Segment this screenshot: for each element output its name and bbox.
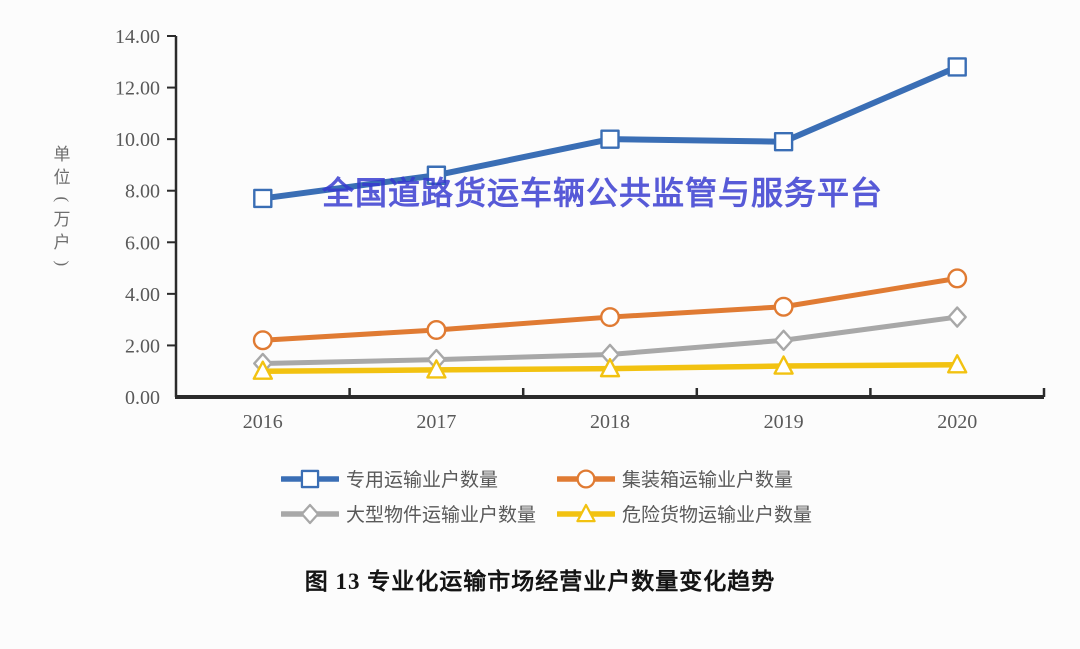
series-marker-0-2016	[253, 188, 273, 209]
series-marker-3-2020	[947, 354, 968, 374]
y-tick-label: 6.00	[125, 232, 160, 254]
series-marker-3-2016	[252, 360, 273, 380]
y-tick-label: 12.00	[115, 78, 160, 100]
y-tick-label: 4.00	[125, 284, 160, 306]
watermark-text: 全国道路货运车辆公共监管与服务平台	[322, 175, 884, 211]
x-tick-label: 2019	[764, 411, 804, 433]
y-axis-title-char: )	[53, 260, 73, 267]
square-legend-marker	[281, 469, 339, 488]
y-axis-title-char: 户	[53, 232, 71, 252]
chart-legend: 专用运输业户数量 集装箱运输业户数量大型物件运输业户数量 危险货物运输业户数量	[281, 461, 812, 531]
legend-label: 专用运输业户数量	[346, 470, 499, 491]
legend-item-1: 集装箱运输业户数量	[557, 465, 793, 492]
triangle-legend-marker	[557, 503, 615, 522]
series-marker-3-2018	[599, 357, 621, 378]
circle-marker-icon	[576, 469, 596, 488]
x-tick-label: 2020	[937, 411, 977, 433]
legend-item-3: 危险货物运输业户数量	[557, 500, 812, 527]
y-tick-label: 0.00	[125, 387, 160, 409]
legend-row: 专用运输业户数量 集装箱运输业户数量	[281, 461, 812, 496]
square-marker-icon	[300, 469, 320, 488]
y-tick-label: 8.00	[125, 181, 160, 203]
series-marker-1-2018	[600, 307, 621, 328]
y-axis-title-char: 万	[53, 209, 71, 229]
y-axis-title-char: 单	[53, 145, 71, 164]
figure-caption: 图 13 专业化运输市场经营业户数量变化趋势	[304, 569, 776, 594]
series-marker-3-2017	[426, 359, 447, 379]
legend-label: 大型物件运输业户数量	[346, 505, 537, 526]
diamond-marker-icon	[300, 503, 320, 524]
series-marker-0-2018	[600, 129, 620, 149]
line-chart: 0.00 2.00 4.00 6.00 8.00 10.00 12.00 14.00 2016 2…	[115, 26, 1046, 433]
legend-item-0: 专用运输业户数量	[281, 465, 557, 492]
legend-label: 集装箱运输业户数量	[622, 470, 794, 491]
y-axis-title-char: 位	[53, 167, 71, 187]
legend-row: 大型物件运输业户数量 危险货物运输业户数量	[281, 496, 812, 531]
y-tick-label: 14.00	[115, 26, 160, 48]
legend-item-2: 大型物件运输业户数量	[281, 500, 557, 527]
series-marker-2-2019	[773, 329, 794, 351]
circle-legend-marker	[557, 469, 615, 488]
y-axis-title: 单位 ( 万户)	[50, 144, 74, 273]
series-marker-3-2019	[773, 355, 794, 375]
x-tick-label: 2016	[243, 411, 283, 433]
y-tick-label: 2.00	[125, 335, 160, 357]
series-marker-1-2017	[426, 319, 447, 340]
series-marker-1-2019	[773, 296, 794, 317]
series-marker-0-2019	[773, 132, 794, 152]
legend-label: 危险货物运输业户数量	[622, 505, 813, 526]
series-marker-2-2020	[947, 306, 967, 328]
y-axis-title-char: (	[53, 196, 73, 203]
series-marker-0-2020	[947, 57, 967, 77]
x-tick-label: 2017	[416, 411, 456, 433]
x-tick-label: 2018	[590, 411, 630, 433]
y-tick-label: 10.00	[115, 129, 160, 151]
series-marker-1-2016	[252, 330, 273, 351]
triangle-marker-icon	[576, 503, 596, 522]
series-marker-1-2020	[947, 268, 968, 289]
diamond-legend-marker	[281, 503, 339, 524]
series-marker-0-2017	[426, 165, 447, 185]
